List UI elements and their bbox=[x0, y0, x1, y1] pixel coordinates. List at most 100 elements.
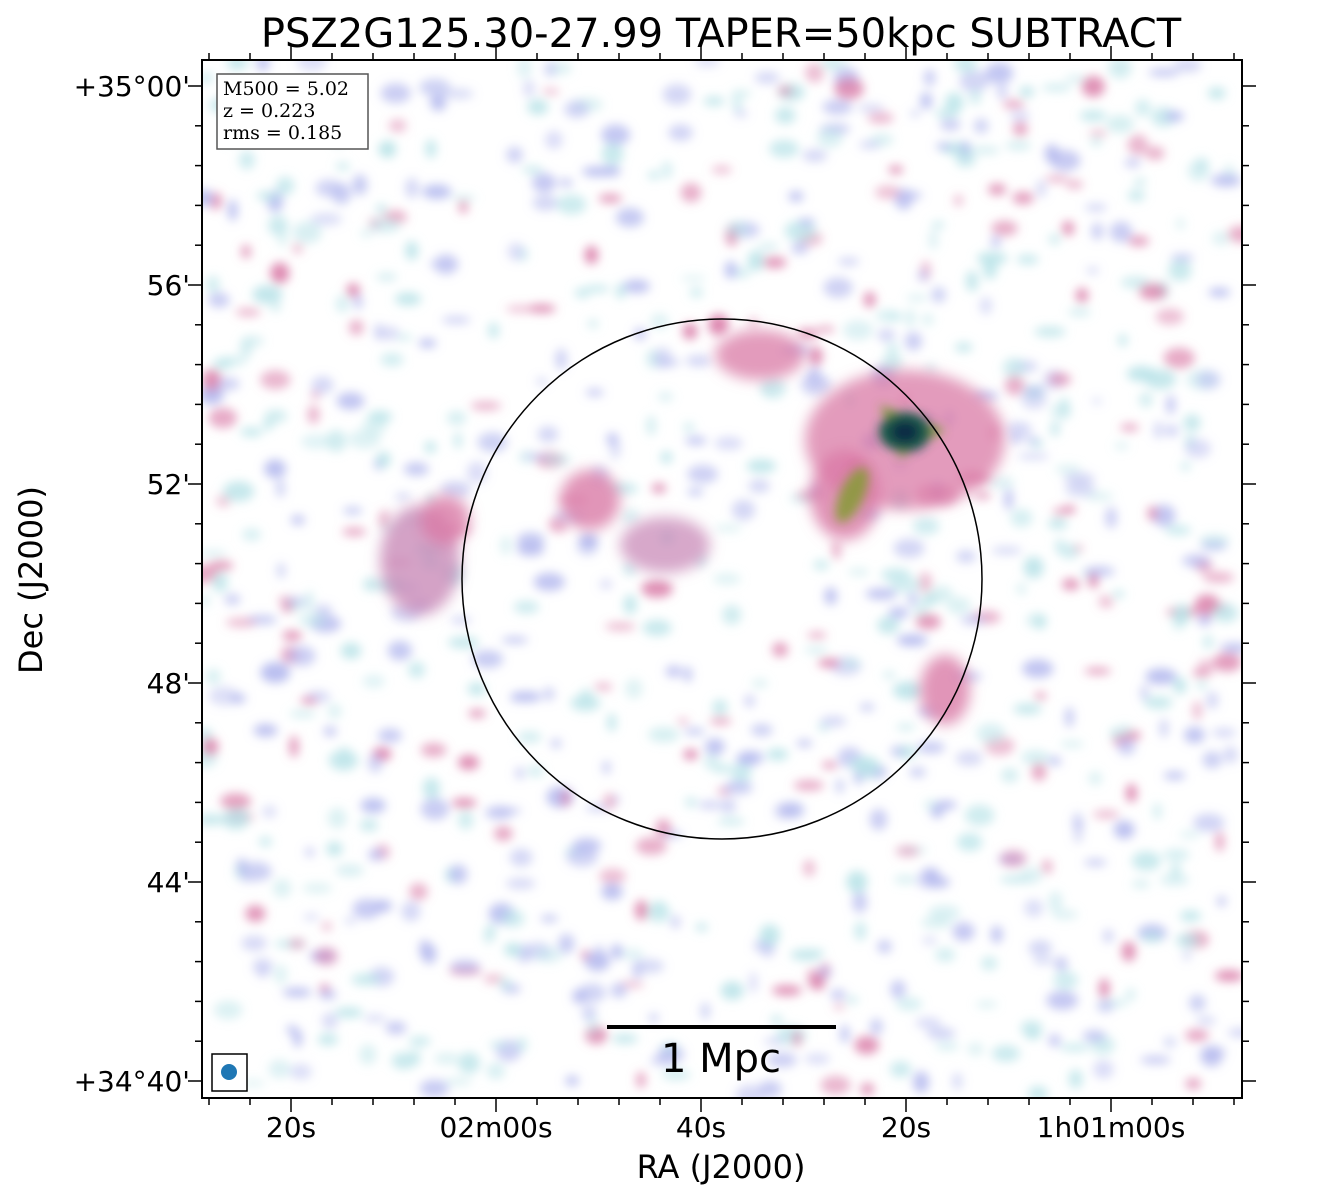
noise-speck bbox=[621, 508, 640, 524]
noise-speck bbox=[327, 703, 342, 719]
noise-speck bbox=[1163, 1036, 1177, 1048]
noise-speck bbox=[954, 342, 973, 353]
noise-speck bbox=[494, 826, 513, 841]
noise-speck bbox=[1163, 849, 1190, 861]
noise-speck bbox=[218, 356, 247, 366]
noise-speck bbox=[1189, 994, 1206, 1012]
noise-speck bbox=[1061, 220, 1075, 236]
y-tick-label: +34°40' bbox=[74, 1065, 190, 1098]
noise-speck bbox=[698, 800, 721, 810]
noise-speck bbox=[220, 793, 252, 810]
noise-speck bbox=[904, 331, 923, 351]
noise-speck bbox=[507, 242, 524, 261]
beam-ellipse bbox=[221, 1064, 237, 1080]
noise-speck bbox=[420, 798, 450, 820]
noise-speck bbox=[1010, 508, 1033, 528]
r500-circle bbox=[461, 318, 983, 840]
noise-speck bbox=[1139, 392, 1153, 407]
noise-speck bbox=[477, 432, 508, 453]
noise-speck bbox=[991, 220, 1018, 236]
noise-speck bbox=[715, 524, 742, 532]
noise-speck bbox=[824, 587, 838, 605]
noise-speck bbox=[749, 971, 758, 994]
noise-speck bbox=[772, 642, 788, 657]
noise-speck bbox=[253, 723, 278, 737]
noise-speck bbox=[230, 693, 246, 704]
info-m500: M500 = 5.02 bbox=[223, 78, 349, 100]
noise-speck bbox=[335, 162, 350, 170]
noise-speck bbox=[444, 88, 474, 99]
noise-speck bbox=[302, 883, 333, 894]
noise-speck bbox=[979, 296, 993, 315]
noise-speck bbox=[434, 1053, 460, 1065]
noise-speck bbox=[1017, 453, 1050, 460]
noise-speck bbox=[1193, 813, 1225, 832]
noise-speck bbox=[1082, 1030, 1107, 1042]
noise-speck bbox=[921, 313, 934, 326]
noise-speck bbox=[241, 935, 267, 951]
noise-speck bbox=[225, 617, 257, 628]
noise-speck bbox=[310, 392, 321, 398]
noise-speck bbox=[875, 309, 901, 322]
noise-speck bbox=[565, 1075, 579, 1086]
noise-speck bbox=[695, 923, 708, 932]
noise-speck bbox=[934, 947, 956, 962]
noise-speck bbox=[1097, 1000, 1114, 1013]
noise-speck bbox=[282, 987, 312, 998]
noise-speck bbox=[1009, 435, 1022, 444]
noise-speck bbox=[314, 604, 333, 616]
noise-speck bbox=[395, 493, 411, 500]
noise-speck bbox=[764, 1038, 785, 1045]
noise-speck bbox=[318, 990, 337, 1000]
noise-speck bbox=[453, 432, 462, 449]
noise-speck bbox=[928, 230, 939, 250]
noise-speck bbox=[488, 322, 499, 339]
noise-speck bbox=[852, 891, 868, 913]
noise-speck bbox=[483, 974, 505, 984]
noise-speck bbox=[272, 878, 292, 898]
noise-speck bbox=[428, 260, 460, 268]
noise-speck bbox=[599, 868, 626, 884]
x-tick-label: 1h01m00s bbox=[1037, 1111, 1186, 1144]
noise-speck bbox=[683, 666, 693, 682]
noise-speck bbox=[1053, 971, 1079, 990]
noise-speck bbox=[542, 453, 572, 466]
noise-speck bbox=[1181, 554, 1211, 568]
noise-speck bbox=[202, 72, 213, 84]
noise-speck bbox=[1031, 762, 1047, 781]
noise-speck bbox=[841, 659, 861, 667]
noise-speck bbox=[360, 230, 373, 237]
noise-speck bbox=[449, 864, 468, 885]
noise-speck bbox=[834, 77, 864, 100]
noise-speck bbox=[759, 924, 780, 946]
noise-speck bbox=[505, 305, 535, 313]
y-tick-label: 44' bbox=[147, 866, 190, 899]
noise-speck bbox=[363, 577, 379, 592]
noise-speck bbox=[377, 728, 402, 743]
noise-speck bbox=[278, 229, 288, 248]
noise-speck bbox=[290, 515, 306, 525]
noise-speck bbox=[1168, 260, 1192, 281]
noise-speck bbox=[1145, 146, 1165, 161]
noise-speck bbox=[1163, 347, 1195, 369]
noise-speck bbox=[1063, 472, 1095, 486]
noise-speck bbox=[528, 304, 556, 313]
noise-speck bbox=[504, 942, 522, 957]
noise-speck bbox=[988, 477, 1015, 489]
noise-speck bbox=[1084, 859, 1107, 866]
plot-frame bbox=[201, 59, 1243, 1099]
noise-speck bbox=[252, 285, 283, 304]
noise-speck bbox=[1166, 394, 1176, 415]
noise-speck bbox=[655, 819, 672, 838]
bright-source bbox=[835, 405, 945, 523]
noise-speck bbox=[558, 178, 573, 187]
noise-speck bbox=[920, 92, 933, 110]
noise-speck bbox=[748, 479, 770, 493]
noise-speck bbox=[1175, 933, 1200, 948]
noise-speck bbox=[300, 696, 318, 705]
noise-speck bbox=[1212, 652, 1242, 672]
noise-speck bbox=[641, 580, 673, 598]
noise-speck bbox=[405, 241, 419, 261]
noise-speck bbox=[952, 922, 975, 942]
